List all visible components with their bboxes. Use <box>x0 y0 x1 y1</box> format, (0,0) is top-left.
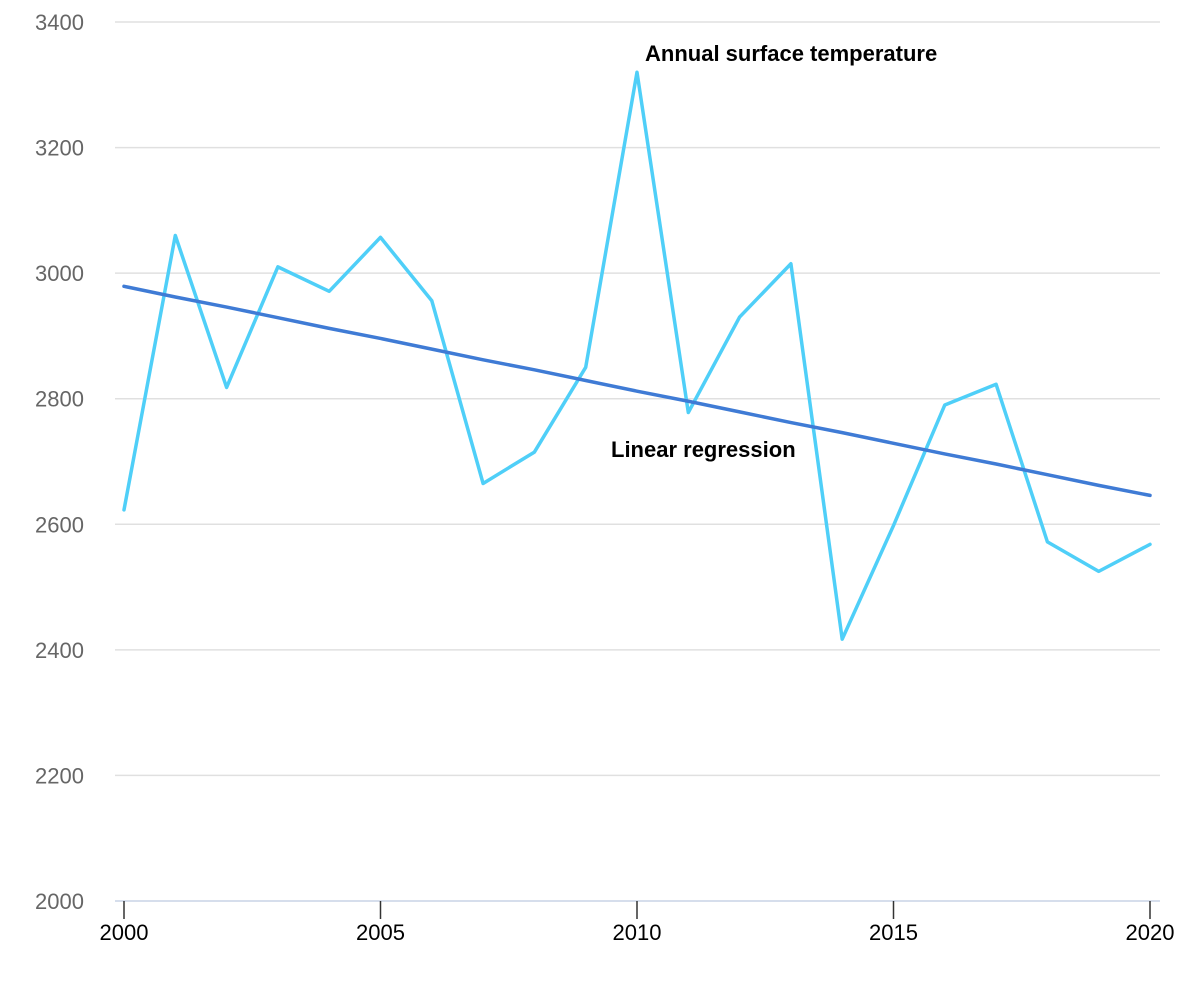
y-tick-label: 3000 <box>35 261 84 286</box>
series-lines <box>122 70 1152 641</box>
x-axis: 2000 2005 2010 2015 2020 <box>100 900 1175 945</box>
x-tick-label: 2010 <box>613 920 662 945</box>
y-tick-label: 2000 <box>35 889 84 914</box>
x-tick-label: 2015 <box>869 920 918 945</box>
y-tick-label: 2200 <box>35 763 84 788</box>
y-tick-label: 2600 <box>35 512 84 537</box>
y-axis-ticks: 2000 2200 2400 2600 2800 3000 3200 3400 <box>35 10 84 914</box>
grid-lines <box>115 21 1160 777</box>
series-line-annual-surface-temperature <box>122 70 1152 641</box>
x-tick-label: 2005 <box>356 920 405 945</box>
x-tick-label: 2020 <box>1126 920 1175 945</box>
annotations: Annual surface temperature Linear regres… <box>611 41 937 462</box>
y-tick-label: 2800 <box>35 387 84 412</box>
annotation-linear-regression: Linear regression <box>611 437 796 462</box>
y-tick-label: 3200 <box>35 136 84 161</box>
x-tick-label: 2000 <box>100 920 149 945</box>
series-line-linear-regression <box>122 284 1152 498</box>
y-tick-label: 3400 <box>35 10 84 35</box>
annotation-annual-surface-temperature: Annual surface temperature <box>645 41 937 66</box>
y-tick-label: 2400 <box>35 638 84 663</box>
